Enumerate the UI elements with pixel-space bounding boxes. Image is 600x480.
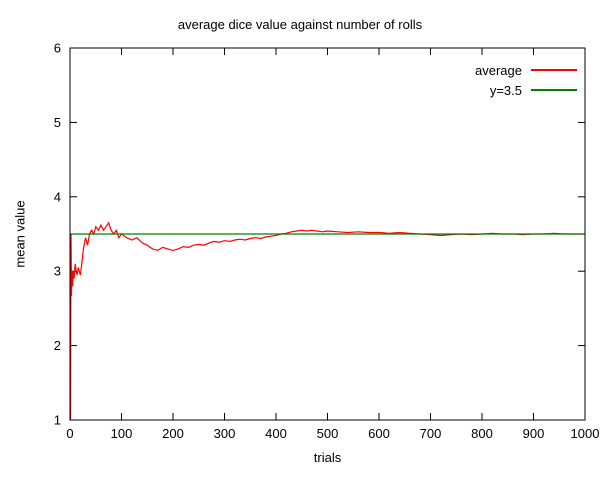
x-tick-label: 200 [162,426,184,441]
x-tick-label: 100 [111,426,133,441]
x-tick-label: 500 [317,426,339,441]
x-tick-label: 400 [265,426,287,441]
legend: average y=3.5 [475,62,577,98]
legend-label-average: average [475,62,522,78]
plot-border [69,47,586,421]
legend-label-reference: y=3.5 [489,82,522,98]
y-tick-label: 4 [54,189,61,204]
x-tick-label: 900 [523,426,545,441]
x-tick-label: 300 [214,426,236,441]
x-tick-label: 600 [368,426,390,441]
x-tick-label: 800 [471,426,493,441]
y-tick-label: 3 [54,264,61,279]
x-axis-label: trials [313,450,342,465]
y-tick-label: 2 [54,338,61,353]
legend-entry-average: average [475,62,577,78]
chart-title: average dice value against number of rol… [177,17,423,32]
x-tick-label: 1000 [571,426,600,441]
legend-line-swatch-reference [531,89,577,91]
y-tick-label: 5 [54,115,61,130]
y-tick-label: 6 [54,41,61,56]
series-line-0 [69,221,585,421]
y-tick-label: 1 [54,413,61,428]
legend-line-swatch-average [531,69,577,71]
x-tick-label: 0 [66,426,73,441]
legend-entry-reference: y=3.5 [475,82,577,98]
x-tick-label: 700 [420,426,442,441]
